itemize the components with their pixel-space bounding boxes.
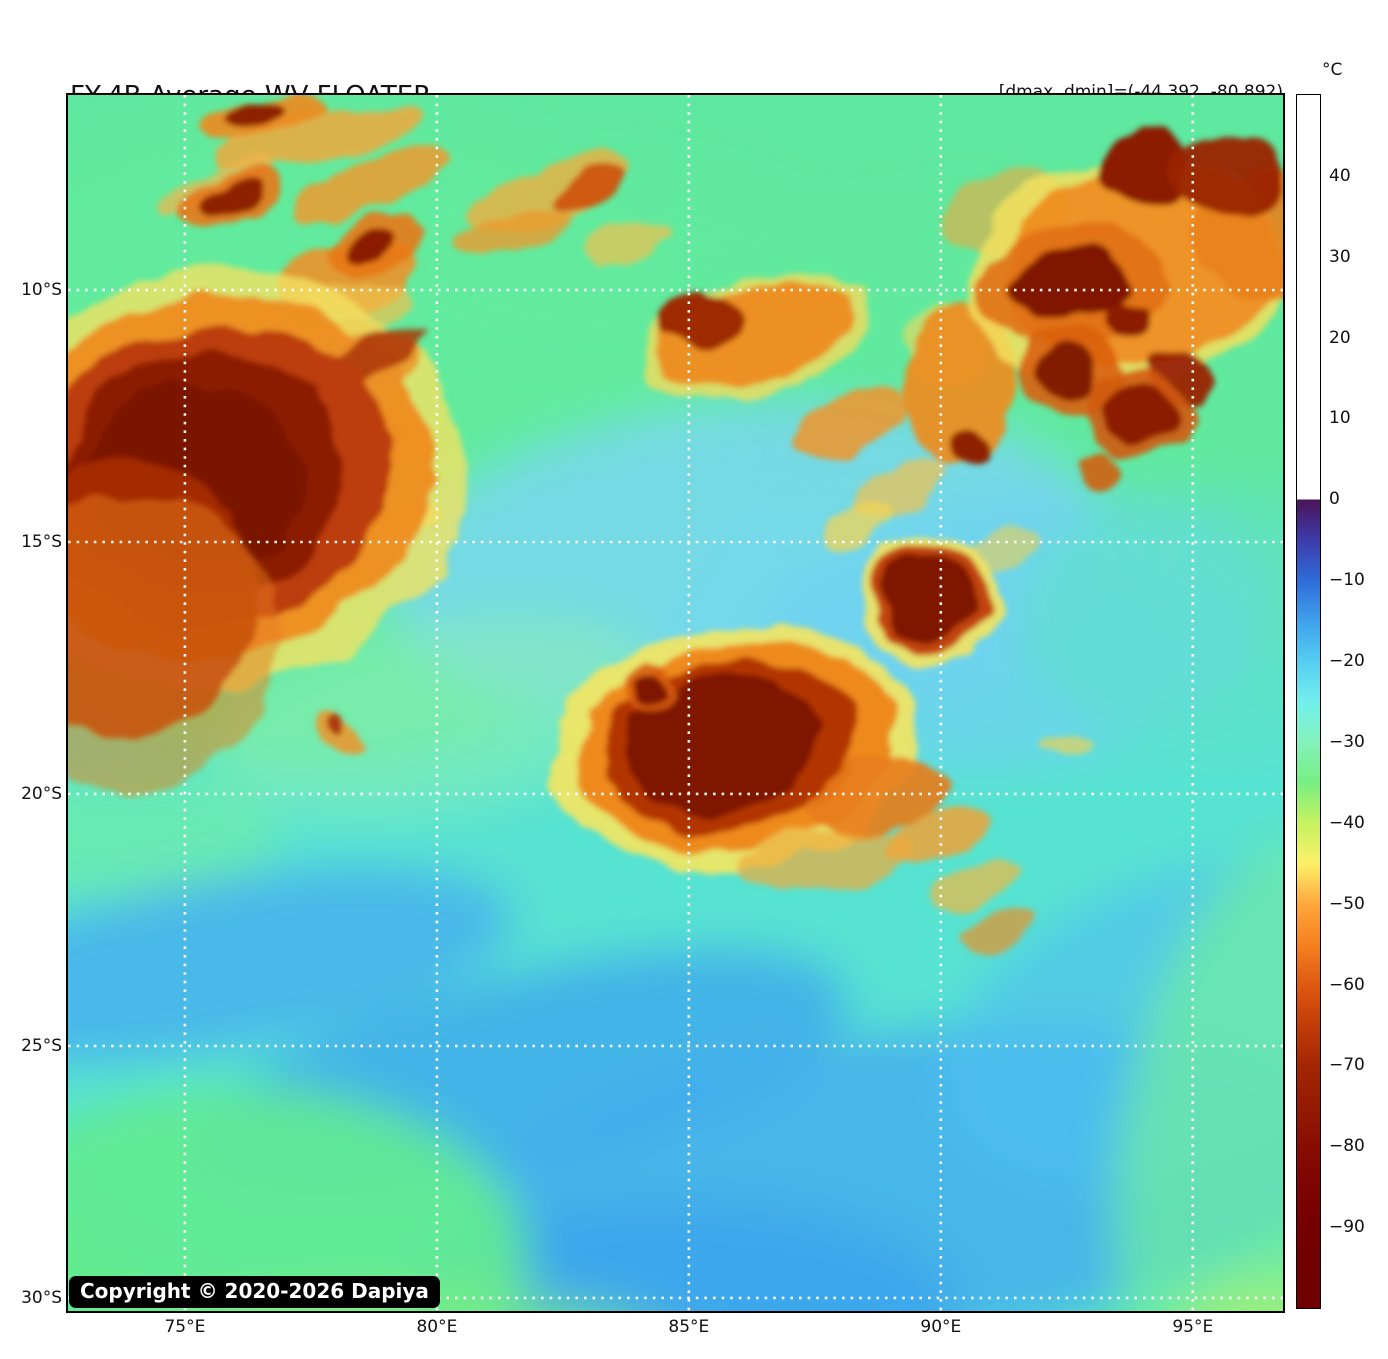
wv-image	[68, 95, 1283, 1311]
moisture-patch-9	[68, 866, 514, 1064]
cloud-blob-0	[220, 104, 416, 170]
colorbar-tick--40: −40	[1329, 812, 1365, 833]
cloud-blob-2	[230, 101, 282, 129]
cloud-blob-3	[293, 144, 453, 222]
colorbar	[1296, 94, 1321, 1309]
colorbar-tick--60: −60	[1329, 974, 1365, 995]
cloud-blob-58	[1080, 451, 1120, 483]
x-tick-label-85: 85°E	[668, 1317, 710, 1337]
cloud-blob-67	[623, 672, 823, 814]
y-tick-label-30: 30°S	[21, 1287, 62, 1308]
cloud-blob-41	[946, 431, 990, 471]
colorbar-tick--90: −90	[1329, 1217, 1365, 1238]
y-tick-label-20: 20°S	[21, 783, 62, 804]
colorbar-tick-30: 30	[1329, 246, 1351, 267]
y-tick-label-10: 10°S	[21, 280, 62, 301]
cloud-blob-54	[1043, 342, 1105, 400]
cloud-blob-49	[1173, 136, 1283, 214]
colorbar-tick-0: 0	[1329, 489, 1340, 510]
cloud-blob-63	[879, 550, 977, 642]
colorbar-gradient	[1297, 95, 1320, 1308]
x-tick-label-90: 90°E	[920, 1317, 962, 1337]
cloud-blob-57	[1102, 382, 1178, 444]
cloud-blob-13	[347, 225, 405, 259]
moisture-patch-18	[1183, 1275, 1283, 1311]
colorbar-tick--30: −30	[1329, 731, 1365, 752]
cloud-blob-69	[632, 669, 664, 701]
colorbar-tick-10: 10	[1329, 408, 1351, 429]
colorbar-tick-40: 40	[1329, 165, 1351, 186]
moisture-patch-6	[1018, 485, 1283, 745]
cloud-blob-8	[549, 168, 627, 212]
cloud-blob-42	[790, 387, 906, 463]
y-tick-label-25: 25°S	[21, 1035, 62, 1056]
cloud-blob-52	[1108, 298, 1152, 336]
cloud-blob-74	[959, 912, 1037, 954]
x-tick-label-80: 80°E	[416, 1317, 458, 1337]
cloud-blob-35	[68, 490, 278, 790]
colorbar-tick-20: 20	[1329, 327, 1351, 348]
colorbar-unit-label: °C	[1322, 60, 1343, 80]
cloud-blob-38	[663, 294, 739, 348]
cloud-blob-73	[738, 828, 918, 892]
cloud-blob-72	[930, 859, 1016, 911]
cloud-blob-75	[1033, 739, 1093, 761]
moisture-patch-8	[68, 770, 278, 900]
colorbar-tick--10: −10	[1329, 570, 1365, 591]
cloud-blob-26	[331, 712, 349, 734]
cloud-blob-10	[583, 226, 673, 264]
cloud-blob-9	[454, 210, 572, 260]
x-tick-label-95: 95°E	[1172, 1317, 1214, 1337]
colorbar-tick--70: −70	[1329, 1055, 1365, 1076]
cloud-blob-59	[819, 493, 897, 557]
colorbar-tick--80: −80	[1329, 1136, 1365, 1157]
y-tick-label-15: 15°S	[21, 531, 62, 552]
x-tick-label-75: 75°E	[164, 1317, 206, 1337]
wv-cloud-layer	[68, 95, 1283, 954]
cloud-blob-6	[199, 181, 257, 217]
moisture-patch-17	[1112, 839, 1283, 1311]
copyright-badge: Copyright © 2020-2026 Dapiya	[69, 1276, 440, 1308]
colorbar-tick--50: −50	[1329, 893, 1365, 914]
moisture-patch-14	[68, 1085, 528, 1311]
wv-satellite-map	[66, 93, 1285, 1313]
cloud-blob-40	[904, 302, 1018, 472]
colorbar-tick--20: −20	[1329, 651, 1365, 672]
cloud-blob-51	[1011, 252, 1135, 318]
cloud-blob-48	[1096, 121, 1196, 209]
